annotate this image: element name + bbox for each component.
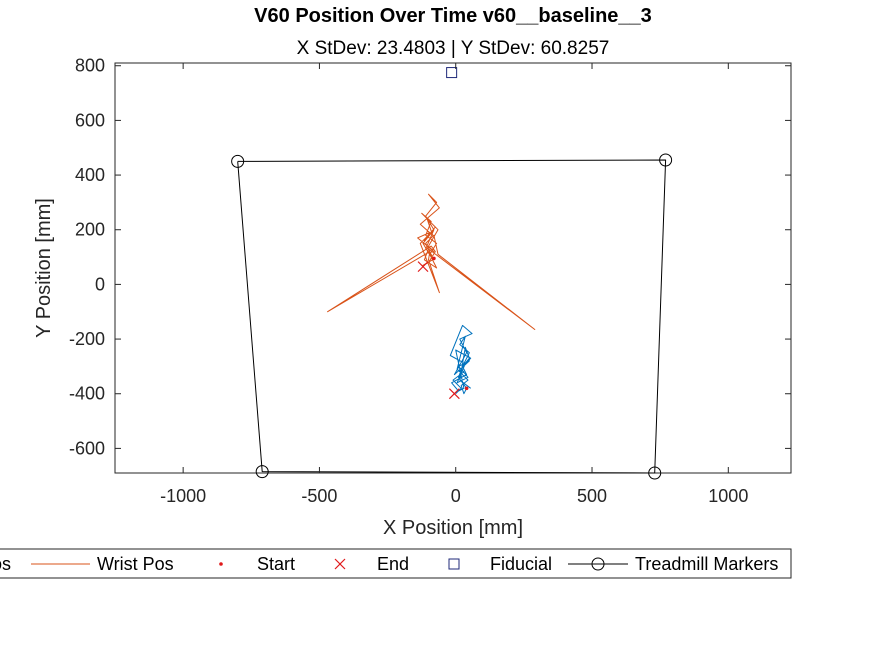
series-line-treadmill-markers	[237, 159, 667, 474]
x-axis-label: X Position [mm]	[383, 517, 523, 539]
legend-swatch-start	[219, 562, 223, 566]
x-tick-label: 0	[451, 486, 461, 506]
y-tick-label: 400	[75, 165, 105, 185]
plot-content	[231, 67, 673, 480]
legend-label-start: Start	[257, 554, 295, 574]
x-tick-label: -500	[301, 486, 337, 506]
x-axis-ticks: -1000 -500 0 500 1000	[160, 63, 748, 506]
y-axis-ticks: -600 -400 -200 0 200 400 600 800	[69, 56, 791, 458]
y-tick-label: -600	[69, 438, 105, 458]
chart-title: V60 Position Over Time v60__baseline__3	[254, 5, 652, 27]
legend-label-markers: Treadmill Markers	[635, 554, 778, 574]
end-point	[448, 388, 460, 400]
legend-label-fiducial: Fiducial	[490, 554, 552, 574]
x-tick-label: 500	[577, 486, 607, 506]
start-point	[432, 256, 436, 261]
fiducial-point	[446, 67, 458, 79]
series-line-wrist-pos	[327, 193, 536, 330]
legend-label-wrist: Wrist Pos	[97, 554, 174, 574]
y-tick-label: -200	[69, 329, 105, 349]
y-axis-label: Y Position [mm]	[33, 198, 55, 338]
legend-swatch-fiducial	[448, 558, 460, 570]
legend-label-os: os	[0, 554, 11, 574]
end-point	[417, 261, 429, 273]
y-tick-label: 0	[95, 274, 105, 294]
legend-label-end: End	[377, 554, 409, 574]
y-tick-label: -400	[69, 384, 105, 404]
treadmill-marker-point	[255, 465, 269, 479]
y-tick-label: 600	[75, 110, 105, 130]
legend-box	[0, 548, 792, 579]
x-tick-label: -1000	[160, 486, 206, 506]
legend-swatch-end	[334, 558, 346, 570]
treadmill-marker-point	[648, 466, 662, 480]
treadmill-marker-point	[659, 153, 673, 167]
legend-swatch-markers-circle	[591, 557, 605, 571]
y-tick-label: 200	[75, 220, 105, 240]
x-tick-label: 1000	[708, 486, 748, 506]
chart-subtitle: X StDev: 23.4803 | Y StDev: 60.8257	[297, 38, 610, 59]
start-point	[464, 386, 469, 391]
treadmill-marker-point	[231, 154, 245, 168]
legend: os Wrist Pos Start End Fiducial Treadmil…	[0, 548, 792, 579]
y-tick-label: 800	[75, 56, 105, 76]
